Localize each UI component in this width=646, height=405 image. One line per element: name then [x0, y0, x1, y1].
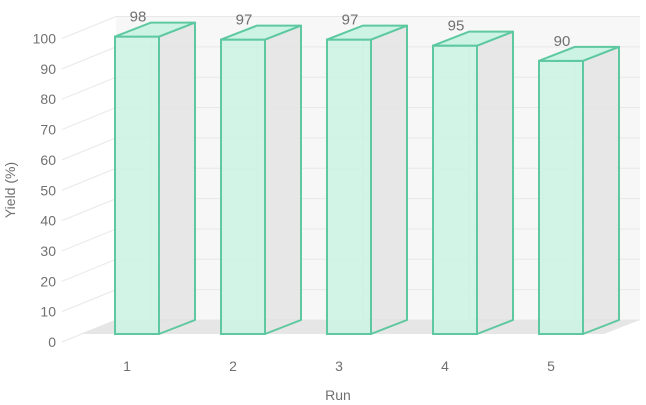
bar-top-face [326, 24, 408, 41]
data-label: 97 [236, 12, 253, 29]
bar-top-face [538, 45, 620, 62]
bar-top-face [432, 30, 514, 47]
x-tick-label: 4 [441, 358, 449, 374]
y-tick-label: 90 [40, 61, 56, 77]
y-axis-ticks: 0 10 20 30 40 50 60 70 80 90 100 [33, 31, 57, 351]
y-tick-label: 60 [40, 152, 56, 168]
bar-front-face [326, 38, 372, 335]
gridline-side [61, 258, 117, 282]
y-tick-label: 80 [40, 91, 56, 107]
x-tick-label: 3 [335, 358, 343, 374]
bar-side-face [476, 30, 514, 335]
bar-front-face [538, 59, 584, 335]
gridline-side [61, 167, 117, 191]
bar-front-face [220, 38, 266, 335]
x-tick-label: 5 [547, 358, 555, 374]
data-label: 97 [342, 12, 359, 29]
data-labels: 98 97 97 95 90 [130, 9, 571, 50]
y-tick-label: 100 [33, 31, 57, 47]
bar [114, 21, 196, 335]
bar-top-face [114, 21, 196, 38]
x-tick-label: 2 [229, 358, 237, 374]
x-axis-title: Run [325, 387, 351, 403]
bar-side-face [264, 24, 302, 335]
bar-side-face [158, 21, 196, 335]
bar [538, 45, 620, 335]
bar-top-face [220, 24, 302, 41]
y-tick-label: 40 [40, 213, 56, 229]
x-tick-label: 1 [123, 358, 131, 374]
bar [432, 30, 514, 336]
data-label: 95 [448, 18, 465, 35]
bar-side-face [582, 45, 620, 335]
gridline-side [61, 137, 117, 161]
bar-side-face [370, 24, 408, 335]
data-label: 98 [130, 9, 147, 26]
y-tick-label: 50 [40, 182, 56, 198]
gridline-side [61, 198, 117, 222]
gridline-side [61, 228, 117, 252]
y-tick-label: 20 [40, 273, 56, 289]
gridline-side [61, 289, 117, 313]
bars [114, 21, 620, 336]
gridline-side [61, 107, 117, 131]
bar [220, 24, 302, 335]
y-tick-label: 30 [40, 243, 56, 259]
y-axis-title: Yield (%) [2, 162, 18, 218]
data-label: 90 [554, 33, 571, 50]
x-axis-ticks: 1 2 3 4 5 [123, 358, 555, 374]
bar-front-face [432, 44, 478, 336]
gridline-side [61, 76, 117, 100]
gridline-side [61, 16, 117, 39]
y-tick-label: 0 [48, 334, 56, 350]
bar [326, 24, 408, 335]
gridline-side [61, 46, 117, 70]
y-tick-label: 10 [40, 304, 56, 320]
y-tick-label: 70 [40, 122, 56, 138]
bar-front-face [114, 35, 160, 335]
